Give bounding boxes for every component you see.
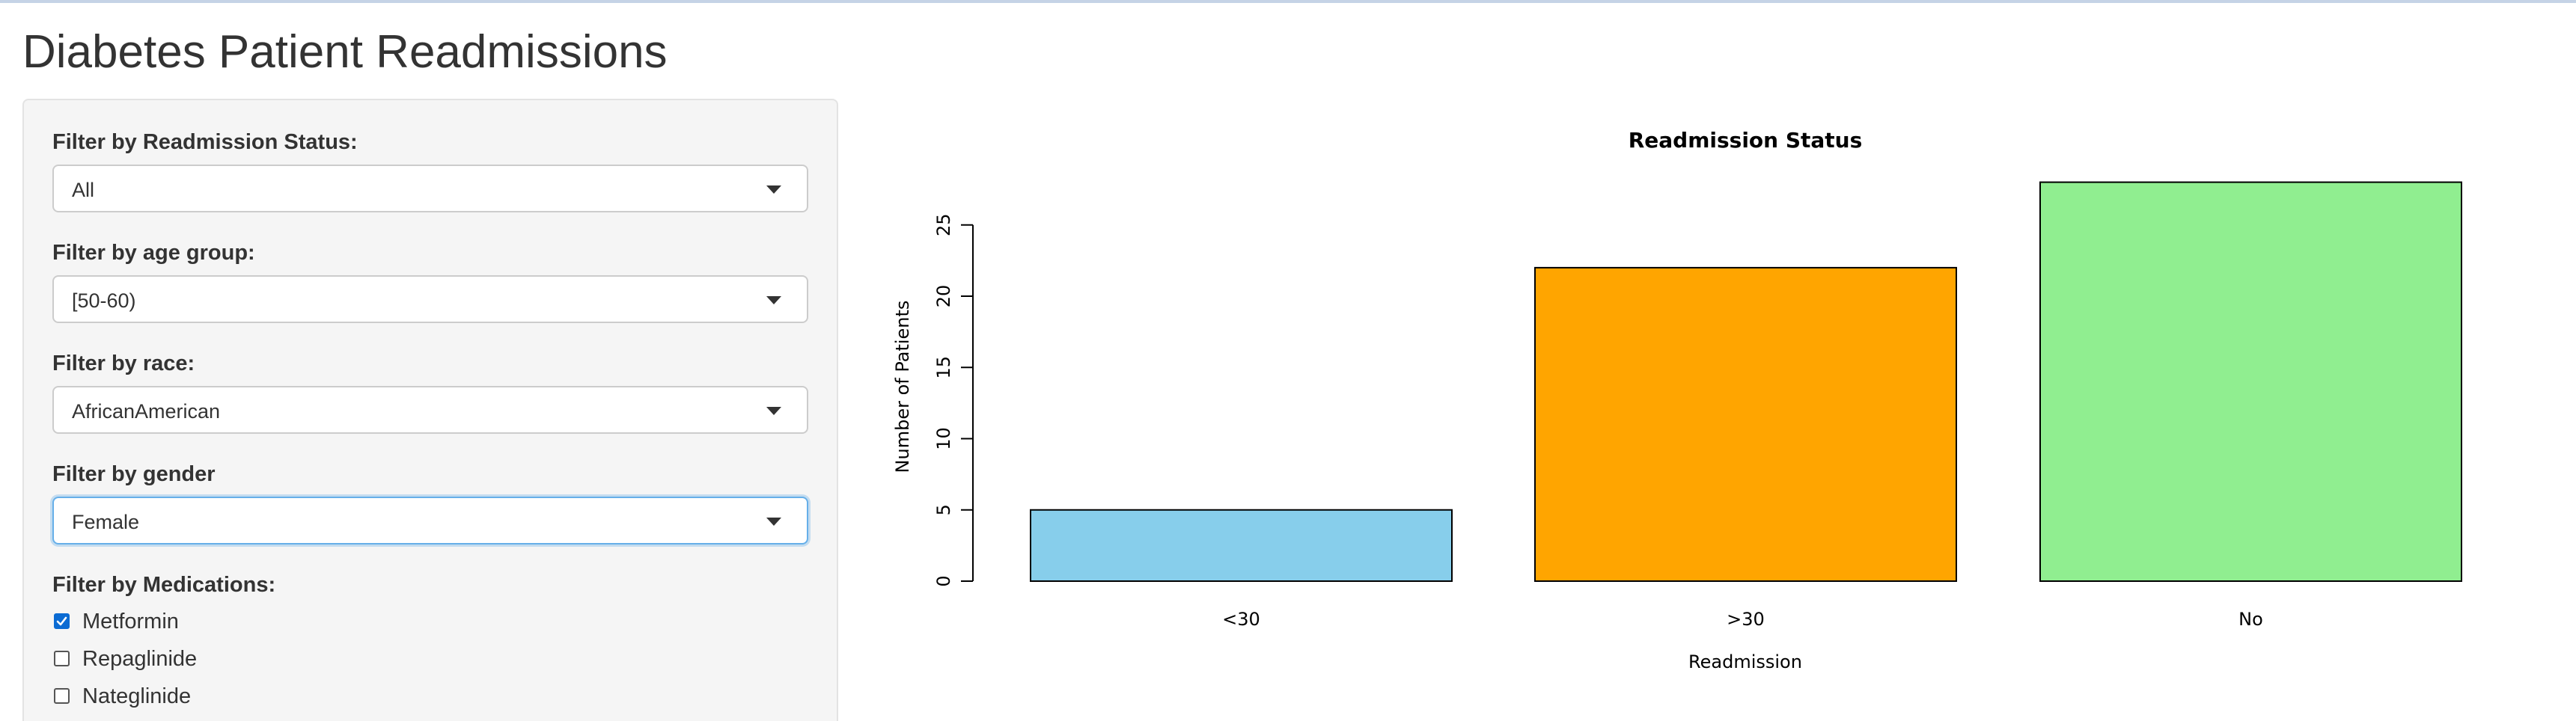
dropdown-caret-icon xyxy=(766,518,781,526)
y-tick-label: 15 xyxy=(933,356,954,379)
gender-select[interactable]: Female xyxy=(52,497,808,544)
x-tick-label: No xyxy=(2238,609,2263,630)
dropdown-caret-icon xyxy=(766,185,781,194)
checkmark-icon xyxy=(56,616,67,626)
gender-filter-label: Filter by gender xyxy=(52,462,216,486)
sidebar-panel: Filter by Readmission Status: All Filter… xyxy=(22,99,838,721)
race-filter-label: Filter by race: xyxy=(52,352,195,375)
medications-filter-label: Filter by Medications: xyxy=(52,573,276,597)
readmission-status-value: All xyxy=(72,179,95,201)
age-group-value: [50-60) xyxy=(72,289,136,312)
bar-1 xyxy=(1534,266,1957,582)
x-tick-label: >30 xyxy=(1727,609,1765,630)
bar-0 xyxy=(1030,509,1453,582)
x-axis-title: Readmission xyxy=(1688,651,1802,672)
y-tick-label: 25 xyxy=(933,213,954,236)
app-title: Diabetes Patient Readmissions xyxy=(22,26,668,78)
readmission-filter-label: Filter by Readmission Status: xyxy=(52,130,358,154)
medication-option-label: Metformin xyxy=(82,610,179,633)
bar-2 xyxy=(2039,181,2462,583)
readmission-bar-chart: Readmission Status <30 >30 No 0 5 10 15 20 25 Read… xyxy=(892,128,2462,672)
race-value: AfricanAmerican xyxy=(72,400,221,423)
gender-value: Female xyxy=(72,511,140,533)
window-top-border xyxy=(0,0,2576,3)
medication-option-label: Repaglinide xyxy=(82,647,198,671)
nateglinide-checkbox[interactable] xyxy=(54,688,70,704)
y-tick-label: 10 xyxy=(933,427,954,450)
race-select[interactable]: AfricanAmerican xyxy=(52,386,808,434)
dropdown-caret-icon xyxy=(766,296,781,304)
x-tick-label: <30 xyxy=(1222,609,1260,630)
y-tick-label: 20 xyxy=(933,285,954,308)
y-axis-title: Number of Patients xyxy=(892,301,913,473)
y-tick-label: 0 xyxy=(933,575,954,586)
age-group-select[interactable]: [50-60) xyxy=(52,275,808,323)
metformin-checkbox[interactable] xyxy=(54,613,70,629)
readmission-status-select[interactable]: All xyxy=(52,165,808,212)
y-tick-label: 5 xyxy=(933,504,954,515)
dropdown-caret-icon xyxy=(766,407,781,415)
chart-title: Readmission Status xyxy=(1629,128,1863,153)
medication-option-label: Nateglinide xyxy=(82,684,192,708)
age-filter-label: Filter by age group: xyxy=(52,241,255,265)
repaglinide-checkbox[interactable] xyxy=(54,651,70,666)
